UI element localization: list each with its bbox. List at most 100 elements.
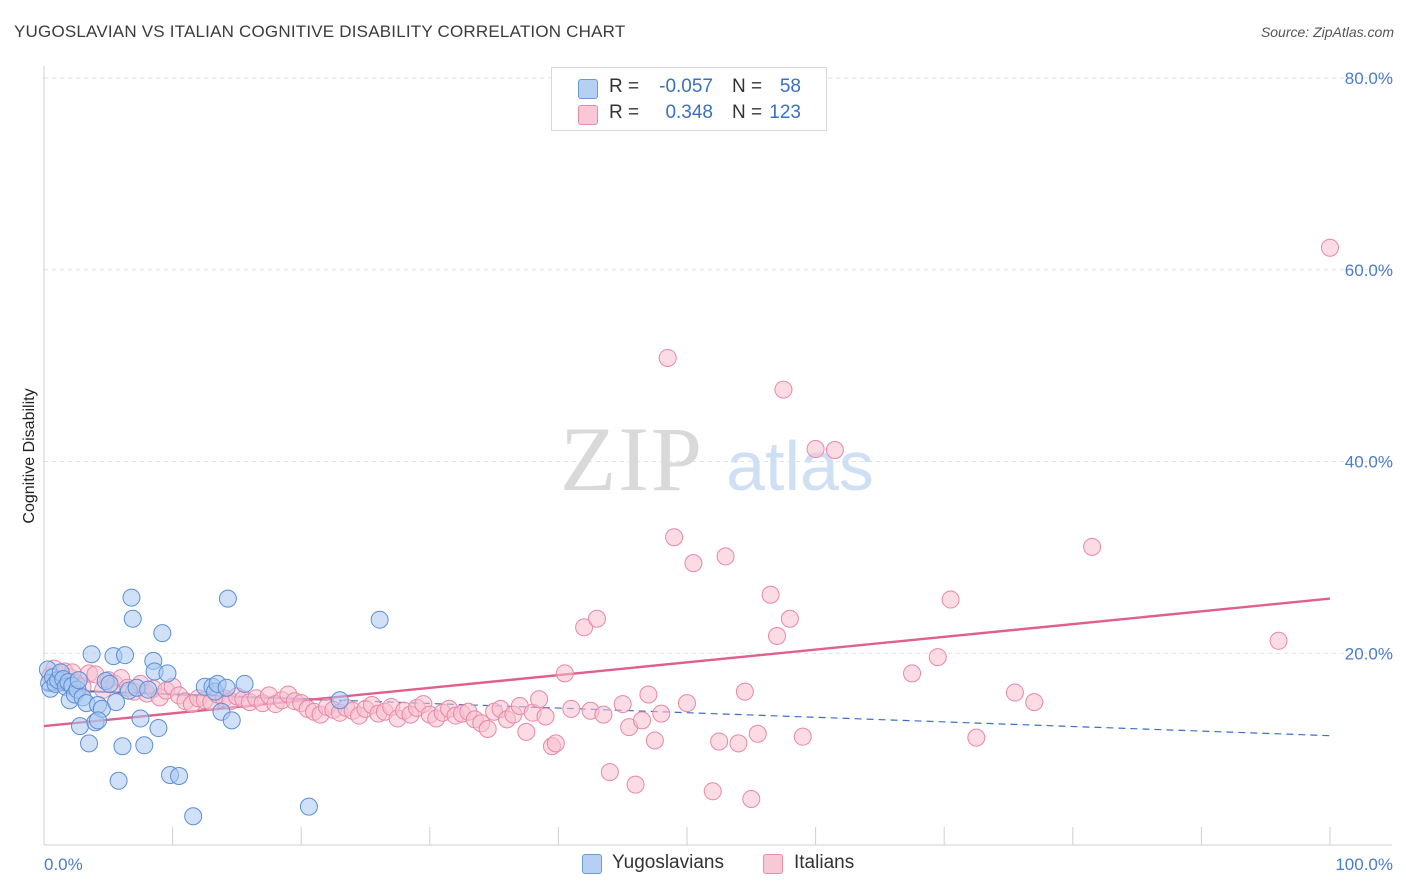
y-axis-label: Cognitive Disability <box>21 388 38 523</box>
legend-n-value: 58 <box>779 76 801 97</box>
legend-r-label: R = <box>609 76 640 97</box>
legend-n-label: N = <box>732 102 763 123</box>
legend-n-label: N = <box>732 76 763 97</box>
legend-swatch-blue <box>578 79 598 99</box>
yugoslavians-point <box>235 674 254 693</box>
italians-point <box>658 348 677 367</box>
yugoslavians-point <box>370 610 389 629</box>
legend-r-value: -0.057 <box>659 76 713 97</box>
italians-point <box>652 704 671 723</box>
italians-point <box>703 782 722 801</box>
italians-point <box>735 682 754 701</box>
italians-point <box>903 664 922 683</box>
italians-point <box>748 724 767 743</box>
y-tick-label: 80.0% <box>1345 69 1393 88</box>
italians-point <box>546 734 565 753</box>
yugoslavians-points <box>38 588 389 826</box>
yugoslavians-point <box>135 736 154 755</box>
yugoslavians-point <box>299 797 318 816</box>
italians-point <box>517 722 536 741</box>
italians-point <box>536 707 555 726</box>
source-label: Source: ZipAtlas.com <box>1260 24 1394 40</box>
italians-point <box>678 694 696 713</box>
yugoslavians-point <box>69 671 88 690</box>
italians-point <box>761 585 780 604</box>
legend-n-value: 123 <box>769 102 801 123</box>
y-tick-label: 60.0% <box>1345 261 1393 280</box>
italians-point <box>587 609 606 628</box>
correlation-legend: R = -0.057 N = 58 R = 0.348 N = 123 <box>551 67 827 131</box>
yugoslavians-point <box>184 807 203 826</box>
italians-point <box>1269 631 1288 650</box>
legend-yugoslavians-swatch <box>582 854 602 874</box>
legend-r-value: 0.348 <box>665 102 713 123</box>
italians-point <box>710 732 729 751</box>
legend-italians-label: Italians <box>794 852 855 873</box>
tick-labels: 20.0% 40.0% 60.0% 80.0% 0.0% 100.0% <box>44 69 1393 874</box>
italians-point <box>1005 683 1024 702</box>
italians-point <box>941 590 960 609</box>
italians-point <box>632 711 651 730</box>
italians-point <box>1025 693 1044 712</box>
legend-row-yugoslavians: R = -0.057 N = 58 <box>552 76 826 102</box>
italians-point <box>575 618 594 637</box>
legend-swatch-pink <box>578 105 598 125</box>
yugoslavians-point <box>113 737 132 756</box>
yugoslavians-point <box>122 588 141 607</box>
yugoslavians-point <box>116 646 135 665</box>
y-tick-label: 40.0% <box>1345 453 1393 472</box>
yugoslavians-point <box>71 717 90 736</box>
italians-point <box>530 690 549 709</box>
chart-title: YUGOSLAVIAN VS ITALIAN COGNITIVE DISABIL… <box>14 22 626 41</box>
yugoslavians-point <box>131 709 150 728</box>
yugoslavians-point <box>82 645 101 664</box>
italians-point <box>684 554 703 573</box>
x-tick-label: 100.0% <box>1335 855 1393 874</box>
yugoslavians-point <box>149 719 168 738</box>
yugoslavians-point <box>89 711 108 730</box>
italians-point <box>600 763 619 782</box>
italians-point <box>562 699 581 718</box>
italians-point <box>967 728 986 747</box>
italians-point <box>478 719 497 738</box>
gridlines <box>44 77 1392 654</box>
italians-point <box>793 727 812 746</box>
italians-point <box>645 731 664 750</box>
legend-row-italians: R = 0.348 N = 123 <box>552 102 826 128</box>
yugoslavians-point <box>158 664 177 683</box>
yugoslavians-point <box>153 624 172 643</box>
italians-point <box>716 547 735 566</box>
italians-point <box>594 705 613 724</box>
italians-point <box>1321 238 1339 257</box>
yugoslavians-point <box>139 680 158 699</box>
italians-point <box>928 648 947 667</box>
italians-points <box>41 238 1339 808</box>
italians-point <box>665 528 684 547</box>
italians-point <box>613 695 632 714</box>
x-tick-label: 0.0% <box>44 855 83 874</box>
italians-point <box>639 685 658 704</box>
watermark-zip: ZIP <box>560 408 704 510</box>
italians-point <box>555 664 574 683</box>
series-legend: Yugoslavians Italians <box>0 852 1406 878</box>
yugoslavians-point <box>330 691 349 710</box>
watermark-atlas: atlas <box>726 427 874 505</box>
yugoslavians-point <box>109 771 128 790</box>
italians-point <box>774 380 793 399</box>
italians-point <box>806 440 825 459</box>
legend-italians-swatch <box>763 854 783 874</box>
legend-r-label: R = <box>609 102 640 123</box>
y-tick-label: 20.0% <box>1345 644 1393 663</box>
italians-point <box>825 440 844 459</box>
yugoslavians-point <box>218 589 237 608</box>
watermark: ZIP atlas <box>560 408 874 510</box>
yugoslavians-point <box>80 734 99 753</box>
yugoslavians-point <box>123 609 142 628</box>
yugoslavians-point <box>170 766 189 785</box>
italians-point <box>729 734 748 753</box>
axes <box>43 66 1392 846</box>
italians-point <box>626 775 645 794</box>
italians-point <box>780 609 799 628</box>
yugoslavians-point <box>107 693 126 712</box>
